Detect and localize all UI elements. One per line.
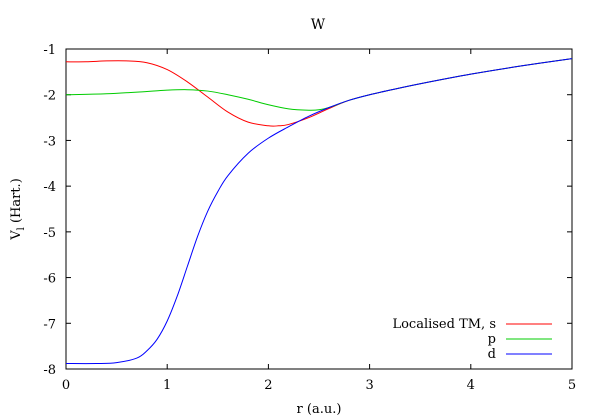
y-axis-title-rest: (Hart.) xyxy=(9,178,24,227)
x-axis-title: r (a.u.) xyxy=(297,402,342,417)
x-tick-label: 2 xyxy=(264,378,272,393)
x-tick-label: 5 xyxy=(568,378,576,393)
legend: Localised TM, spd xyxy=(392,317,552,362)
y-axis-title-main: V xyxy=(9,230,24,241)
y-axis: -1 -2 -3 -4 -5 -6 -7 -8 xyxy=(43,43,572,378)
y-tick-label: -6 xyxy=(43,272,56,287)
y-tick-label: -2 xyxy=(43,89,56,104)
y-tick-label: -7 xyxy=(43,317,56,332)
x-tick-label: 4 xyxy=(467,378,475,393)
y-tick-label: -8 xyxy=(43,363,56,378)
x-tick-label: 1 xyxy=(163,378,171,393)
x-tick-label: 3 xyxy=(365,378,373,393)
y-tick-label: -1 xyxy=(43,43,56,58)
plot-frame xyxy=(65,48,573,370)
series-line-1 xyxy=(65,58,573,111)
y-tick-label: -5 xyxy=(43,226,56,241)
y-tick-label: -4 xyxy=(43,180,56,195)
legend-label: Localised TM, s xyxy=(392,317,496,332)
x-axis: 0 1 2 3 4 5 xyxy=(62,49,576,393)
chart-title: W xyxy=(311,17,326,33)
y-axis-title-subscript: l xyxy=(16,227,27,230)
y-tick-label: -3 xyxy=(43,134,56,149)
series-line-0 xyxy=(65,58,573,127)
y-axis-title: Vl (Hart.) xyxy=(9,178,27,241)
series-line-2 xyxy=(65,58,573,365)
legend-label: p xyxy=(488,332,496,347)
x-tick-label: 0 xyxy=(62,378,70,393)
series-lines xyxy=(65,58,573,365)
legend-label: d xyxy=(488,347,496,362)
